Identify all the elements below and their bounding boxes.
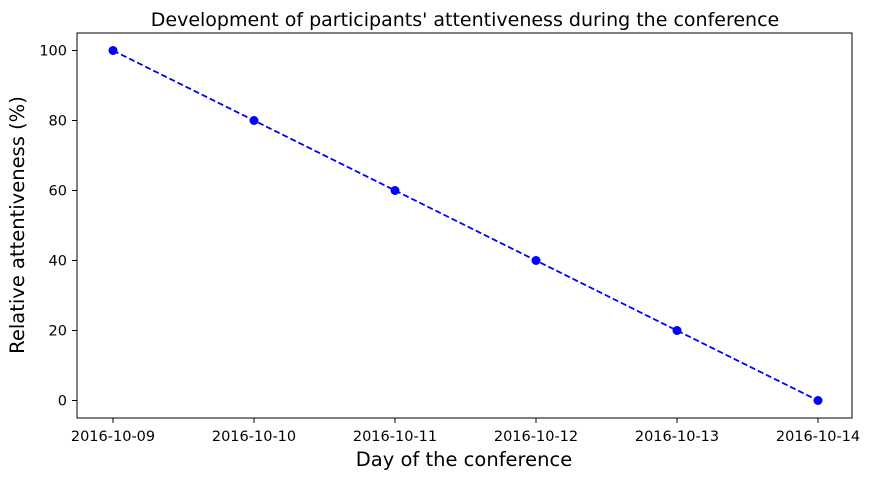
chart-title: Development of participants' attentivene… [151,9,779,31]
data-point [390,186,400,195]
plot-frame [76,32,853,419]
y-axis-ticks: 0 20 40 60 80 100 [39,44,77,410]
x-tick-label: 2016-10-09 [71,429,155,445]
y-axis-label: Relative attentiveness (%) [6,96,29,354]
x-tick-label: 2016-10-12 [494,429,578,445]
y-tick-label: 60 [49,184,67,200]
x-tick-label: 2016-10-11 [353,429,437,445]
x-tick-label: 2016-10-10 [212,429,296,445]
x-tick-label: 2016-10-13 [635,429,719,445]
y-tick-label: 0 [58,394,67,410]
y-tick-label: 80 [49,114,67,130]
data-point [108,46,118,55]
data-point [672,326,682,335]
data-point [531,256,541,265]
x-axis-ticks: 2016-10-09 2016-10-10 2016-10-11 2016-10-12… [71,418,860,445]
x-tick-label: 2016-10-14 [776,429,860,445]
x-axis-label: Day of the conference [356,448,572,471]
y-tick-label: 40 [49,254,67,270]
y-tick-label: 100 [39,44,67,60]
series-points [108,46,823,405]
series-line [112,49,819,402]
data-point [249,116,259,125]
data-point [813,396,823,405]
y-tick-label: 20 [49,324,67,340]
